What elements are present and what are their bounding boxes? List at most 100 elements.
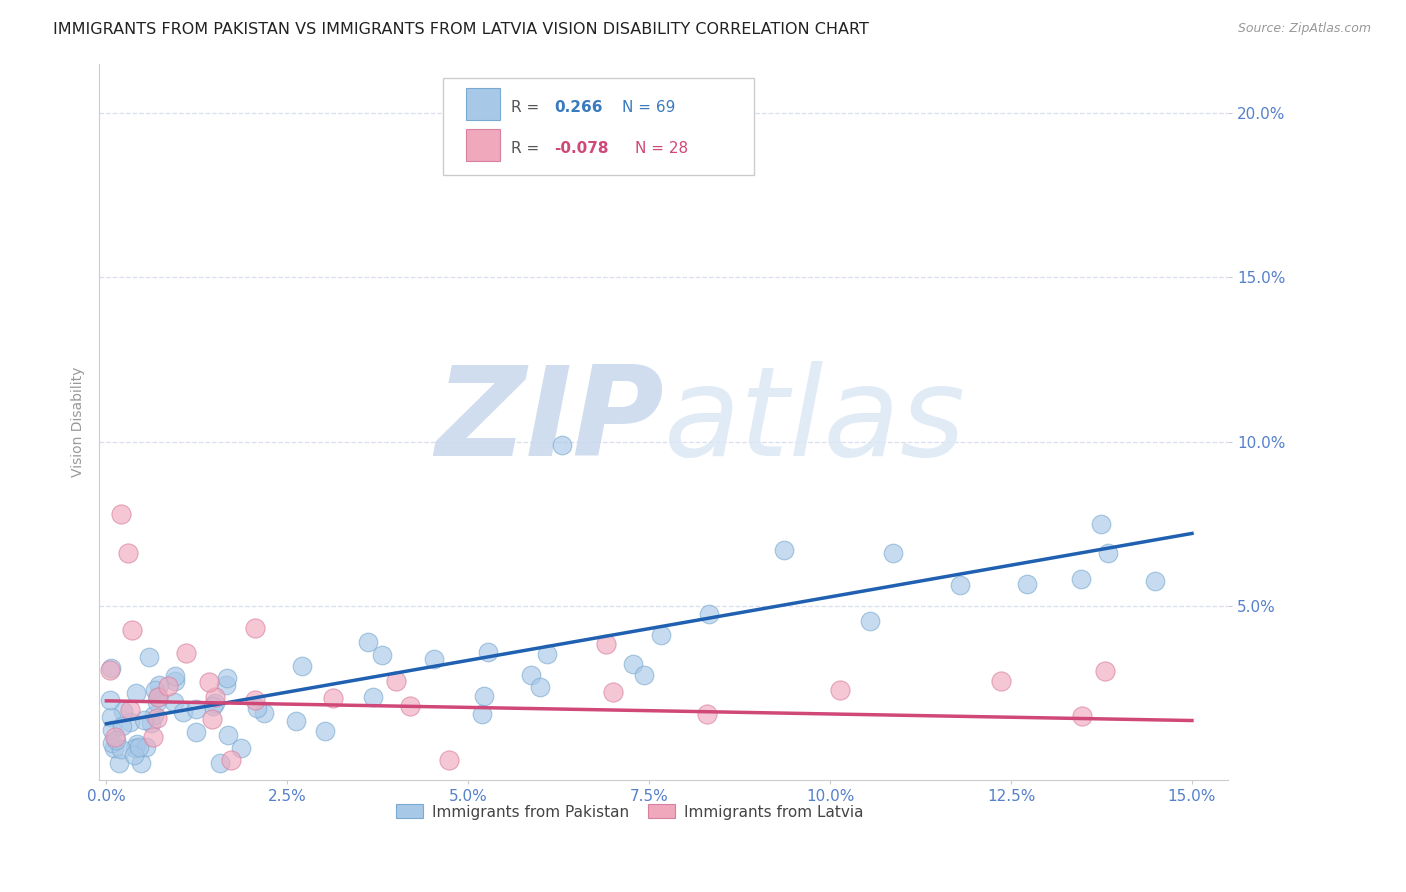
- Point: [98, 663, 121, 677]
- Point: [385, 674, 408, 689]
- Point: [357, 635, 380, 649]
- Point: [122, 747, 145, 762]
- Point: [243, 693, 266, 707]
- Point: [1090, 516, 1112, 531]
- Text: ZIP: ZIP: [434, 361, 664, 483]
- Point: [529, 680, 551, 694]
- Point: [165, 669, 187, 683]
- Text: 0.266: 0.266: [554, 100, 603, 114]
- Point: [104, 730, 127, 744]
- Point: [1015, 577, 1038, 591]
- Point: [219, 753, 242, 767]
- Point: [120, 703, 142, 717]
- Point: [124, 740, 146, 755]
- Point: [650, 628, 672, 642]
- Point: [229, 740, 252, 755]
- Point: [100, 709, 122, 723]
- Point: [101, 723, 124, 738]
- Point: [699, 607, 721, 621]
- Point: [322, 690, 344, 705]
- Point: [621, 657, 644, 672]
- Point: [215, 678, 238, 692]
- Point: [371, 648, 394, 662]
- FancyBboxPatch shape: [465, 129, 501, 161]
- Point: [125, 686, 148, 700]
- Point: [204, 690, 226, 704]
- Text: Source: ZipAtlas.com: Source: ZipAtlas.com: [1237, 22, 1371, 36]
- Point: [1097, 546, 1119, 560]
- Point: [217, 728, 239, 742]
- Text: N = 28: N = 28: [636, 141, 689, 156]
- Y-axis label: Vision Disability: Vision Disability: [72, 367, 86, 477]
- Point: [105, 732, 128, 747]
- Point: [163, 673, 186, 688]
- Point: [551, 438, 574, 452]
- Point: [146, 695, 169, 709]
- Point: [1143, 574, 1166, 589]
- Point: [145, 710, 167, 724]
- Point: [110, 507, 132, 521]
- Point: [138, 650, 160, 665]
- Point: [184, 725, 207, 739]
- Point: [990, 673, 1012, 688]
- FancyBboxPatch shape: [443, 78, 754, 175]
- Point: [110, 742, 132, 756]
- Point: [204, 696, 226, 710]
- Point: [398, 699, 420, 714]
- Point: [696, 707, 718, 722]
- Legend: Immigrants from Pakistan, Immigrants from Latvia: Immigrants from Pakistan, Immigrants fro…: [389, 798, 870, 826]
- Point: [172, 705, 194, 719]
- Point: [773, 543, 796, 558]
- Point: [112, 704, 135, 718]
- Point: [291, 659, 314, 673]
- Point: [146, 690, 169, 704]
- Text: IMMIGRANTS FROM PAKISTAN VS IMMIGRANTS FROM LATVIA VISION DISABILITY CORRELATION: IMMIGRANTS FROM PAKISTAN VS IMMIGRANTS F…: [53, 22, 869, 37]
- Point: [1070, 572, 1092, 586]
- Point: [536, 647, 558, 661]
- FancyBboxPatch shape: [465, 88, 501, 120]
- Text: N = 69: N = 69: [621, 100, 675, 114]
- Point: [129, 756, 152, 771]
- Point: [520, 668, 543, 682]
- Point: [145, 683, 167, 698]
- Point: [253, 706, 276, 721]
- Text: atlas: atlas: [664, 361, 966, 483]
- Point: [117, 546, 139, 560]
- Text: -0.078: -0.078: [554, 141, 609, 156]
- Point: [217, 671, 239, 685]
- Point: [148, 678, 170, 692]
- Point: [176, 646, 198, 660]
- Point: [949, 577, 972, 591]
- Point: [103, 741, 125, 756]
- Point: [472, 689, 495, 703]
- Point: [143, 707, 166, 722]
- Point: [125, 738, 148, 752]
- Point: [163, 695, 186, 709]
- Point: [828, 682, 851, 697]
- Point: [156, 679, 179, 693]
- Point: [361, 690, 384, 704]
- Point: [120, 715, 142, 730]
- Point: [859, 614, 882, 628]
- Point: [243, 621, 266, 635]
- Point: [200, 712, 222, 726]
- Point: [139, 716, 162, 731]
- Point: [208, 756, 231, 771]
- Point: [134, 713, 156, 727]
- Point: [201, 698, 224, 713]
- Point: [882, 546, 904, 560]
- Point: [246, 701, 269, 715]
- Point: [101, 736, 124, 750]
- Point: [142, 730, 165, 744]
- Point: [197, 675, 219, 690]
- Point: [135, 740, 157, 755]
- Point: [98, 693, 121, 707]
- Text: R =: R =: [512, 100, 544, 114]
- Point: [633, 668, 655, 682]
- Point: [602, 685, 624, 699]
- Point: [314, 723, 336, 738]
- Point: [111, 719, 134, 733]
- Point: [437, 753, 460, 767]
- Point: [477, 645, 499, 659]
- Point: [595, 637, 617, 651]
